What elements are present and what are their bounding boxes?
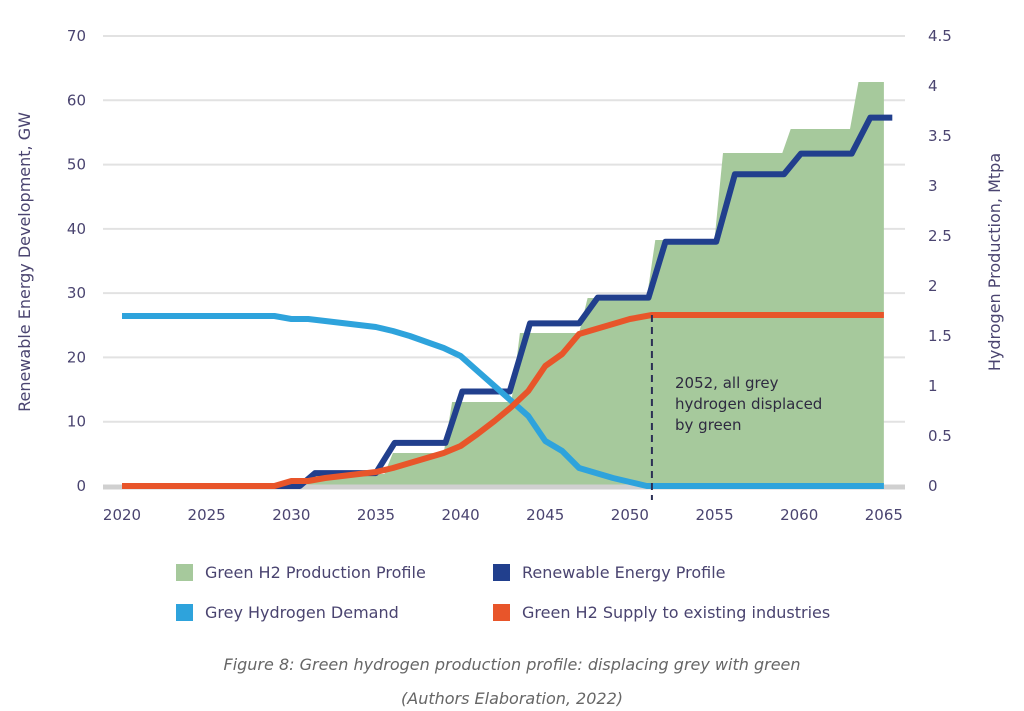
legend-item-green-h2-supply: Green H2 Supply to existing industries — [493, 603, 830, 622]
annotation-text: by green — [675, 416, 742, 434]
left-tick-label: 70 — [67, 27, 86, 45]
left-tick-label: 60 — [67, 91, 86, 109]
right-tick-label: 1 — [928, 377, 938, 395]
left-tick-label: 20 — [67, 348, 86, 366]
series-area-green-h2-production — [122, 82, 884, 486]
right-tick-label: 0 — [928, 477, 938, 495]
right-tick-label: 4.5 — [928, 27, 952, 45]
right-tick-label: 3 — [928, 177, 938, 195]
series-line-1 — [122, 114, 893, 489]
series-line-2 — [122, 313, 884, 489]
legend-label: Grey Hydrogen Demand — [205, 603, 399, 622]
x-tick-label: 2055 — [695, 506, 733, 524]
left-tick-label: 50 — [67, 156, 86, 174]
x-tick-label: 2040 — [442, 506, 480, 524]
legend-item-grey-hydrogen: Grey Hydrogen Demand — [176, 603, 399, 622]
left-tick-label: 10 — [67, 413, 86, 431]
right-tick-label: 2 — [928, 277, 938, 295]
legend-label: Green H2 Production Profile — [205, 563, 426, 582]
x-tick-label: 2035 — [357, 506, 395, 524]
legend-label: Green H2 Supply to existing industries — [522, 603, 831, 622]
x-tick-label: 2045 — [526, 506, 564, 524]
x-tick-label: 2020 — [103, 506, 141, 524]
legend-swatch — [176, 604, 193, 621]
left-tick-label: 30 — [67, 284, 86, 302]
right-tick-label: 1.5 — [928, 327, 952, 345]
x-tick-label: 2030 — [272, 506, 310, 524]
right-axis-label: Hydrogen Production, Mtpa — [985, 153, 1004, 371]
figure-caption: Figure 8: Green hydrogen production prof… — [223, 655, 801, 674]
annotation-text: 2052, all grey — [675, 374, 779, 392]
left-tick-label: 0 — [76, 477, 86, 495]
right-tick-label: 4 — [928, 77, 938, 95]
series-line-3 — [122, 312, 884, 489]
x-tick-label: 2065 — [865, 506, 903, 524]
x-tick-label: 2060 — [780, 506, 818, 524]
legend-item-renewable-energy: Renewable Energy Profile — [493, 563, 726, 582]
legend-label: Renewable Energy Profile — [522, 563, 726, 582]
legend-item-green-h2-production: Green H2 Production Profile — [176, 563, 426, 582]
left-tick-label: 40 — [67, 220, 86, 238]
right-tick-label: 3.5 — [928, 127, 952, 145]
right-tick-label: 2.5 — [928, 227, 952, 245]
legend-swatch — [493, 604, 510, 621]
figure-source: (Authors Elaboration, 2022) — [401, 689, 623, 708]
left-axis-label: Renewable Energy Development, GW — [15, 112, 34, 412]
x-tick-label: 2025 — [188, 506, 226, 524]
legend-swatch — [493, 564, 510, 581]
x-tick-label: 2050 — [611, 506, 649, 524]
annotation-text: hydrogen displaced — [675, 395, 822, 413]
legend-swatch — [176, 564, 193, 581]
right-tick-label: 0.5 — [928, 427, 952, 445]
